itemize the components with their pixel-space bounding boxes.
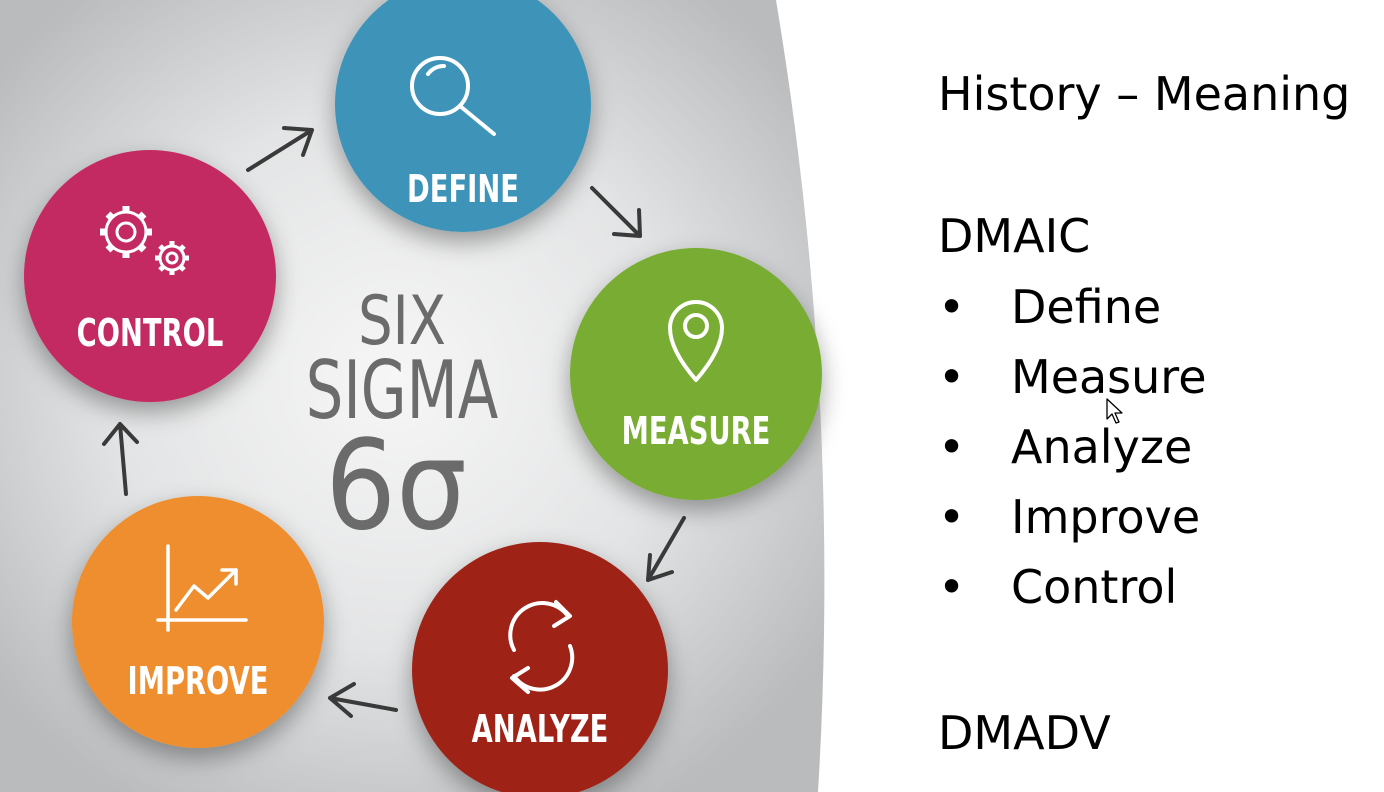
slide-title: History – Meaning [938,67,1351,121]
list-item: • Measure [938,347,1207,417]
list-item: • Define [938,277,1207,347]
stage-define: DEFINE [335,0,591,232]
list-item-text: Analyze [1011,420,1193,474]
stage-define-label: DEFINE [407,166,519,211]
arrow-improve-to-control [102,422,139,496]
list-item-text: Measure [1011,350,1207,404]
list-item-text: Define [1011,280,1162,334]
stage-control: CONTROL [24,150,276,402]
bullet: • [938,490,966,544]
stage-analyze-label: ANALYZE [472,706,609,751]
stage-analyze: ANALYZE [412,542,668,792]
list-item: • Analyze [938,417,1207,487]
method-heading-dmaic: DMAIC [938,209,1091,263]
location-pin-icon [668,300,724,382]
center-sigma: SIGMA [306,344,498,437]
list-item: • Improve [938,487,1207,557]
center-6sigma-symbol: 6σ [325,413,467,557]
stage-define-circle [335,0,591,232]
magnifier-icon [410,56,496,136]
stage-control-label: CONTROL [77,310,224,355]
refresh-cycle-icon [508,600,575,694]
trend-chart-icon [156,544,248,632]
stage-measure-circle [570,248,822,500]
bullet: • [938,560,966,614]
stage-improve: IMPROVE [72,496,324,748]
arrow-analyze-to-improve [328,682,398,718]
bullet: • [938,280,966,334]
stage-control-circle [24,150,276,402]
gears-icon [100,206,189,275]
bullet: • [938,350,966,404]
bullet: • [938,420,966,474]
cycle-arrows [102,126,686,718]
arrow-control-to-define [246,126,314,172]
center-six: SIX [358,281,446,361]
arrow-define-to-measure [590,186,642,238]
method-heading-dmadv: DMADV [938,706,1111,760]
stage-measure: MEASURE [570,248,822,500]
list-item-text: Improve [1011,490,1201,544]
mouse-cursor-icon [1106,398,1123,424]
list-item-text: Control [1011,560,1178,614]
arrow-measure-to-analyze [646,516,686,582]
dmaic-list: • Define • Measure • Analyze • Improve • Cont… [938,277,1207,627]
list-item: • Control [938,557,1207,627]
stage-measure-label: MEASURE [622,408,771,453]
stage-improve-circle [72,496,324,748]
stage-analyze-circle [412,542,668,792]
stage-improve-label: IMPROVE [128,658,269,703]
